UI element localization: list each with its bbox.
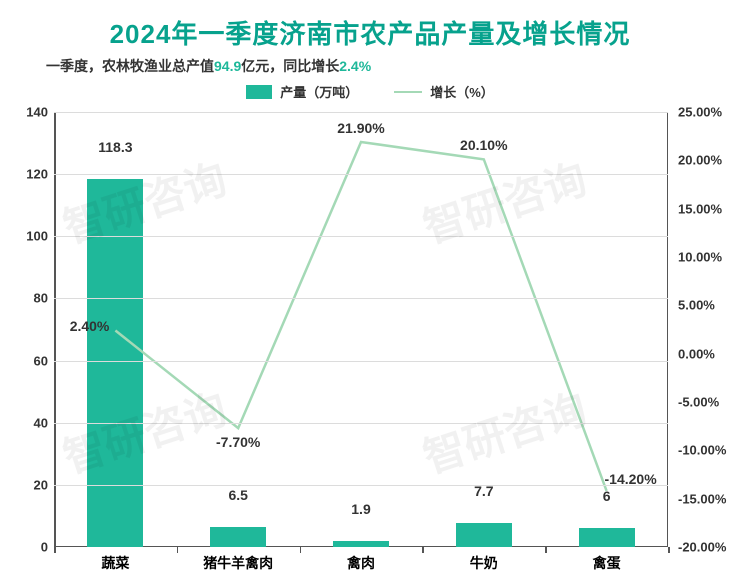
grid-line	[54, 361, 668, 362]
y-right-tick-label: -20.00%	[678, 540, 740, 555]
y-right-tick-label: 10.00%	[678, 250, 740, 265]
grid-line	[54, 174, 668, 175]
y-left-tick-label: 120	[0, 167, 48, 182]
legend-swatch-line	[394, 91, 422, 93]
y-left-tick-label: 140	[0, 105, 48, 120]
line-value-label: -14.20%	[605, 471, 657, 487]
line-value-label: 2.40%	[70, 318, 110, 334]
y-left-tick-label: 40	[0, 415, 48, 430]
legend-swatch-bar	[246, 85, 272, 99]
subtitle-mid: 亿元，同比增长	[241, 58, 339, 74]
subtitle-growth: 2.4%	[339, 58, 371, 74]
x-tick-label: 猪牛羊禽肉	[203, 553, 273, 573]
x-tick-label: 蔬菜	[101, 553, 129, 573]
grid-line	[54, 236, 668, 237]
line-value-label: 20.10%	[460, 137, 507, 153]
grid-line	[54, 298, 668, 299]
y-right-tick-label: -10.00%	[678, 443, 740, 458]
y-right-tick-label: -15.00%	[678, 491, 740, 506]
y-right-tick-label: 20.00%	[678, 153, 740, 168]
y-axis-left: 020406080100120140	[4, 112, 54, 547]
x-tick-mark	[545, 547, 547, 553]
grid-line	[54, 112, 668, 113]
legend-item-line: 增长（%）	[394, 82, 494, 101]
x-tick-label: 禽肉	[347, 553, 375, 573]
x-tick-label: 禽蛋	[593, 553, 621, 573]
x-tick-mark	[177, 547, 179, 553]
x-tick-mark	[668, 547, 670, 553]
legend-item-bar: 产量（万吨）	[246, 82, 358, 101]
y-left-tick-label: 20	[0, 477, 48, 492]
x-tick-mark	[54, 547, 56, 553]
growth-line	[115, 142, 606, 491]
x-tick-mark	[422, 547, 424, 553]
y-right-tick-label: 5.00%	[678, 298, 740, 313]
y-axis-right: -20.00%-15.00%-10.00%-5.00%0.00%5.00%10.…	[672, 112, 740, 547]
subtitle-value: 94.9	[214, 58, 241, 74]
chart-title: 2024年一季度济南市农产品产量及增长情况	[0, 0, 740, 51]
y-left-tick-label: 80	[0, 291, 48, 306]
chart-subtitle: 一季度，农林牧渔业总产值94.9亿元，同比增长2.4%	[46, 56, 371, 76]
plot-area: 020406080100120140 -20.00%-15.00%-10.00%…	[54, 112, 668, 547]
y-right-tick-label: 15.00%	[678, 201, 740, 216]
x-tick-label: 牛奶	[470, 553, 498, 573]
line-value-label: -7.70%	[216, 434, 260, 450]
legend-line-label: 增长（%）	[430, 82, 494, 101]
subtitle-prefix: 一季度，农林牧渔业总产值	[46, 58, 214, 74]
y-left-tick-label: 100	[0, 229, 48, 244]
y-left-tick-label: 0	[0, 540, 48, 555]
y-right-tick-label: 25.00%	[678, 105, 740, 120]
x-tick-mark	[300, 547, 302, 553]
y-right-tick-label: -5.00%	[678, 395, 740, 410]
y-left-tick-label: 60	[0, 353, 48, 368]
line-value-label: 21.90%	[337, 120, 384, 136]
y-right-tick-label: 0.00%	[678, 346, 740, 361]
grid-line	[54, 485, 668, 486]
grid-line	[54, 423, 668, 424]
line-layer	[54, 112, 668, 547]
legend-bar-label: 产量（万吨）	[280, 82, 358, 101]
legend: 产量（万吨） 增长（%）	[0, 82, 740, 101]
